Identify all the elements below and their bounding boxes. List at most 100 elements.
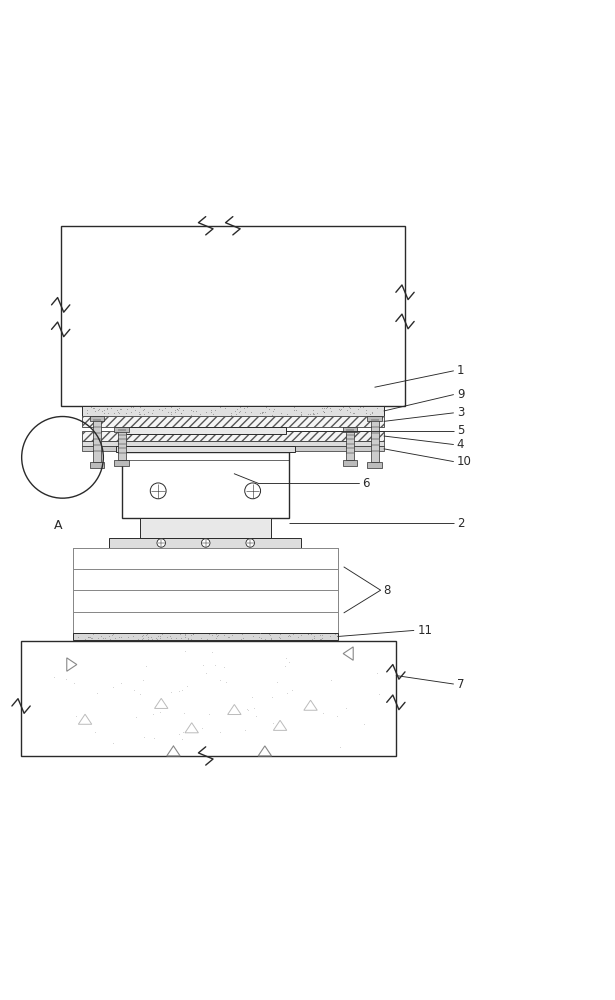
Point [188,403,198,419]
Point [98,630,108,646]
Point [268,407,277,423]
Point [93,630,103,646]
Point [207,644,217,660]
Point [186,407,196,423]
Point [197,657,207,673]
Point [171,630,181,646]
Point [321,400,331,416]
Point [322,399,331,415]
Point [240,404,250,420]
Point [135,686,145,702]
Point [141,658,151,674]
Point [128,628,138,644]
Point [227,627,237,643]
Point [257,404,267,420]
Point [135,406,145,422]
Point [269,401,279,417]
Point [126,404,136,420]
Point [108,626,118,642]
Point [341,700,351,716]
Point [129,682,138,698]
Circle shape [157,539,165,547]
Point [255,625,265,641]
Point [210,657,220,673]
Point [237,631,247,647]
Point [264,401,274,417]
Point [162,629,172,645]
Point [87,630,97,646]
Point [372,665,382,681]
Point [261,399,271,415]
Point [348,405,358,421]
Bar [90,462,105,468]
Point [361,405,371,421]
Point [251,708,261,724]
Point [317,627,327,643]
Text: 2: 2 [457,517,464,530]
Point [138,672,148,688]
Point [303,406,313,422]
Point [283,628,293,644]
Point [69,675,79,691]
Text: 8: 8 [384,584,391,597]
Point [174,400,184,416]
Point [282,650,292,666]
Point [359,716,369,732]
Point [178,402,188,418]
Point [332,708,342,724]
Point [226,405,236,421]
Point [196,630,205,646]
Point [71,708,81,724]
Bar [21,641,396,756]
Point [224,629,234,645]
Point [102,400,112,416]
Point [137,628,146,644]
Point [92,685,102,701]
Point [94,401,104,417]
Point [148,706,158,722]
Point [134,404,144,420]
Point [97,403,107,419]
Point [97,628,106,644]
Text: 5: 5 [457,424,464,437]
Point [284,654,293,670]
Bar [73,548,338,569]
Point [99,405,109,421]
Point [165,684,175,700]
Bar [73,569,338,590]
Point [330,626,340,642]
Point [344,399,354,415]
Point [188,626,198,642]
Point [104,628,114,644]
Point [312,405,322,421]
Point [138,402,148,418]
Bar [122,452,289,518]
Point [130,402,140,418]
Point [172,401,182,417]
Point [268,403,278,419]
Point [226,407,236,423]
Point [296,406,306,422]
Point [180,629,189,645]
Point [155,630,165,646]
Point [61,671,71,687]
Point [102,401,112,417]
Point [149,730,159,746]
Bar [114,427,129,432]
Point [88,400,98,416]
Bar [73,612,338,633]
Point [223,629,233,645]
Point [106,400,116,416]
Point [365,406,375,422]
Bar [116,446,295,452]
Point [177,405,186,421]
Point [288,626,298,642]
Point [207,402,216,418]
Point [374,686,384,702]
Point [296,404,306,420]
Point [318,403,328,419]
Point [84,629,93,645]
Point [89,400,99,416]
Point [272,674,282,690]
Point [204,706,214,722]
